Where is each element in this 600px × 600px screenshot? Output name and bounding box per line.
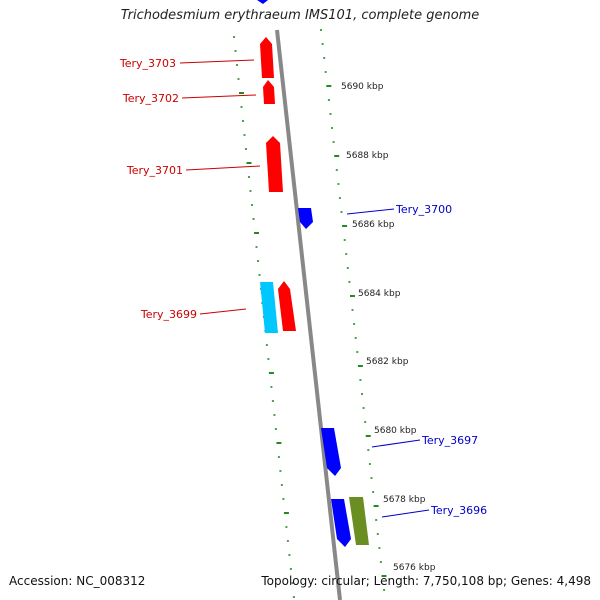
scale-label: 5684 kbp	[358, 289, 401, 299]
label-tery-3696: Tery_3696	[430, 504, 487, 517]
gene-tery-3703[interactable]	[260, 37, 274, 78]
scale-label: 5688 kbp	[346, 151, 389, 161]
leader-tery-3699	[199, 308, 247, 315]
gene-olive[interactable]	[349, 497, 369, 545]
leader-tery-3702	[181, 94, 257, 99]
leader-tery-3701	[185, 165, 261, 171]
leader-tery-3697	[371, 439, 421, 448]
genome-backbone	[275, 29, 342, 600]
gene-tery-3697[interactable]	[321, 428, 341, 476]
scale-label: 5690 kbp	[341, 82, 384, 92]
leader-tery-3703	[179, 59, 255, 64]
gene-cyan[interactable]	[260, 282, 278, 333]
scale-label: 5686 kbp	[352, 220, 395, 230]
leader-tery-3696	[381, 509, 430, 518]
gene-tery-3702[interactable]	[263, 80, 275, 104]
gene-tery-3700[interactable]	[298, 208, 313, 229]
label-tery-3703: Tery_3703	[119, 57, 176, 70]
scale-label: 5682 kbp	[366, 357, 409, 367]
label-tery-3699: Tery_3699	[140, 308, 197, 321]
leader-tery-3700	[346, 208, 395, 215]
gene-tery-3696[interactable]	[331, 499, 351, 547]
label-tery-3697: Tery_3697	[421, 434, 478, 447]
label-tery-3701: Tery_3701	[126, 164, 183, 177]
scale-label: 5676 kbp	[393, 563, 436, 573]
label-tery-3700: Tery_3700	[395, 203, 452, 216]
genome-title: Trichodesmium erythraeum IMS101, complet…	[120, 8, 480, 23]
genome-summary-text: Topology: circular; Length: 7,750,108 bp…	[261, 574, 591, 588]
gene-tery-3699[interactable]	[278, 281, 296, 331]
scale-label: 5678 kbp	[383, 495, 426, 505]
accession-text: Accession: NC_008312	[9, 574, 146, 588]
gene-tery-3701[interactable]	[266, 136, 283, 192]
scale-label: 5680 kbp	[374, 426, 417, 436]
ruler-ticks	[233, 29, 387, 598]
label-tery-3702: Tery_3702	[122, 92, 179, 105]
gene-top-partial[interactable]	[257, 0, 268, 4]
